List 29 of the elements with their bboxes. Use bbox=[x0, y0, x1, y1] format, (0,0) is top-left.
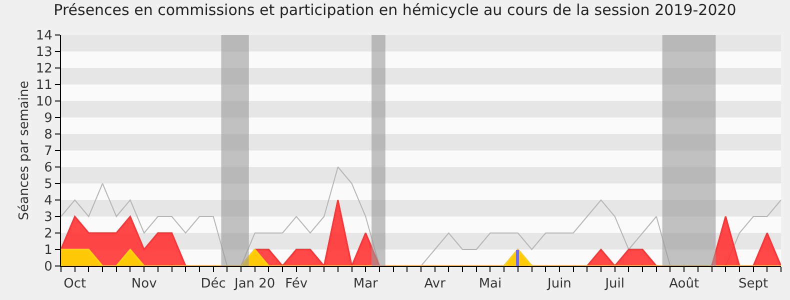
x-tick-label: Sept bbox=[738, 276, 768, 292]
y-tick-label: 6 bbox=[44, 160, 52, 176]
y-tick-label: 3 bbox=[44, 210, 52, 226]
y-tick-label: 14 bbox=[36, 28, 52, 44]
y-tick-label: 9 bbox=[44, 111, 52, 126]
y-tick-label: 2 bbox=[44, 226, 52, 242]
y-tick-label: 5 bbox=[44, 177, 52, 192]
x-tick-label: Mar bbox=[353, 276, 379, 292]
x-tick-label: Fév bbox=[285, 276, 308, 292]
x-tick-label: Juil bbox=[604, 276, 624, 292]
y-tick-label: 13 bbox=[36, 45, 52, 60]
y-tick-label: 4 bbox=[44, 194, 52, 209]
x-tick-label: Oct bbox=[64, 276, 86, 292]
y-tick-label: 0 bbox=[44, 260, 52, 275]
y-tick-label: 10 bbox=[36, 94, 52, 110]
y-tick-label: 8 bbox=[44, 128, 52, 143]
y-tick-label: 11 bbox=[36, 78, 52, 94]
y-axis-title: Séances par semaine bbox=[16, 80, 32, 220]
chart-title: Présences en commissions et participation en hémicycle au cours de la session 2019-2020 bbox=[54, 1, 736, 19]
x-tick-label: Mai bbox=[478, 276, 502, 292]
y-tick-label: 7 bbox=[44, 144, 52, 160]
y-tick-label: 1 bbox=[44, 243, 52, 258]
x-tick-label: Juin bbox=[546, 276, 572, 292]
x-tick-label: Août bbox=[669, 276, 700, 292]
y-tick-label: 12 bbox=[36, 62, 52, 77]
x-tick-label: Jan 20 bbox=[233, 276, 276, 292]
x-tick-label: Nov bbox=[131, 276, 158, 292]
x-tick-label: Avr bbox=[424, 276, 446, 292]
x-tick-label: Déc bbox=[200, 276, 226, 292]
